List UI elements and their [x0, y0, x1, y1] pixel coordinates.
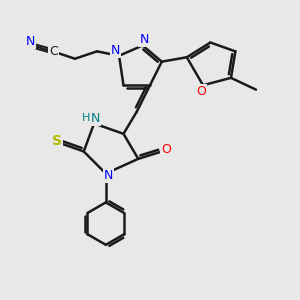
Text: O: O	[196, 85, 206, 98]
Text: N: N	[140, 33, 149, 46]
Text: N: N	[111, 44, 120, 57]
Text: H: H	[82, 113, 90, 123]
Text: C: C	[49, 45, 58, 58]
Text: N: N	[26, 35, 35, 48]
Text: S: S	[52, 134, 62, 148]
Text: N: N	[103, 169, 113, 182]
Text: O: O	[161, 143, 171, 157]
Text: N: N	[91, 112, 100, 125]
